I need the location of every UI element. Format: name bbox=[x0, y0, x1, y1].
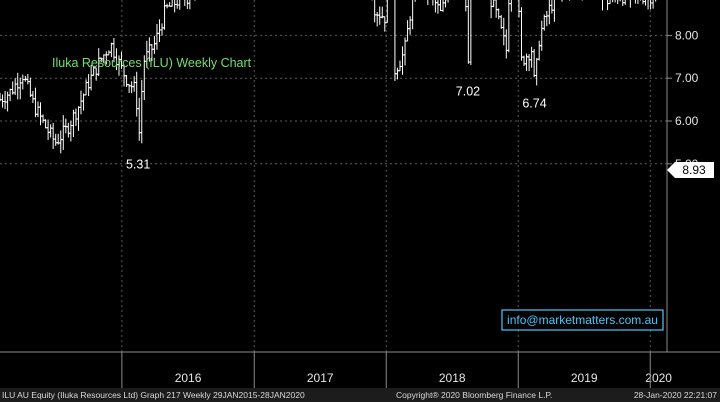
annotation-3: 6.74 bbox=[522, 96, 546, 110]
x-axis-labels: 2016 2017 2018 2019 2020 bbox=[121, 352, 672, 388]
ohlc-bar-171 bbox=[432, 0, 434, 6]
ohlc-bar-251 bbox=[634, 0, 636, 4]
ohlc-bar-71 bbox=[177, 0, 181, 10]
footer-copyright: Copyright® 2020 Bloomberg Finance L.P. bbox=[396, 390, 553, 400]
ohlc-bar-238 bbox=[601, 0, 603, 11]
ohlc-bar-258 bbox=[651, 0, 654, 9]
ohlc-bars bbox=[0, 0, 657, 154]
ohlc-bar-202 bbox=[509, 0, 512, 12]
footer-security-info: ILU AU Equity (Iluka Resources Ltd) Grap… bbox=[2, 390, 305, 400]
ohlc-bar-195 bbox=[491, 0, 496, 8]
y-tick-label-1: 6.00 bbox=[675, 114, 699, 128]
ohlc-bar-75 bbox=[187, 0, 191, 10]
x-axis-band bbox=[0, 353, 720, 388]
ohlc-bar-177 bbox=[446, 0, 449, 3]
x-label-2019: 2019 bbox=[571, 371, 598, 385]
x-label-2017: 2017 bbox=[307, 371, 334, 385]
ohlc-bar-73 bbox=[184, 0, 186, 7]
ohlc-bar-244 bbox=[617, 0, 620, 5]
ohlc-bar-255 bbox=[643, 0, 647, 6]
last-price-tag: 8.93 bbox=[667, 162, 714, 178]
ohlc-bar-247 bbox=[623, 0, 626, 5]
last-price-label: 8.93 bbox=[682, 163, 706, 177]
x-label-2018: 2018 bbox=[439, 371, 466, 385]
x-label-2020: 2020 bbox=[645, 371, 672, 385]
ohlc-bar-163 bbox=[410, 0, 414, 30]
annotation-2: 7.02 bbox=[456, 84, 480, 98]
y-tick-label-3: 8.00 bbox=[675, 28, 699, 42]
chart-title: Iluka Resources (ILU) Weekly Chart bbox=[52, 56, 252, 70]
footer-timestamp: 28-Jan-2020 22:21:07 bbox=[633, 390, 717, 400]
contact-box: info@marketmatters.com.au bbox=[501, 309, 664, 331]
grid-lines bbox=[0, 0, 667, 352]
footer-bar: ILU AU Equity (Iluka Resources Ltd) Grap… bbox=[0, 388, 720, 402]
ohlc-bar-68 bbox=[170, 0, 173, 7]
ohlc-bar-252 bbox=[637, 0, 639, 4]
ohlc-bar-153 bbox=[385, 0, 388, 24]
ohlc-bar-186 bbox=[468, 0, 472, 65]
ohlc-bar-219 bbox=[552, 0, 555, 22]
ohlc-bar-256 bbox=[647, 0, 649, 10]
chart-annotations: 12.2011.197.026.745.31 bbox=[126, 84, 547, 172]
annotation-4: 5.31 bbox=[126, 158, 150, 172]
x-label-2016: 2016 bbox=[175, 371, 202, 385]
ohlc-bar-176 bbox=[443, 0, 448, 8]
ohlc-bar-249 bbox=[629, 0, 631, 8]
ohlc-bar-241 bbox=[608, 0, 611, 5]
contact-email: info@marketmatters.com.au bbox=[507, 313, 658, 327]
y-tick-label-2: 7.00 bbox=[675, 71, 699, 85]
